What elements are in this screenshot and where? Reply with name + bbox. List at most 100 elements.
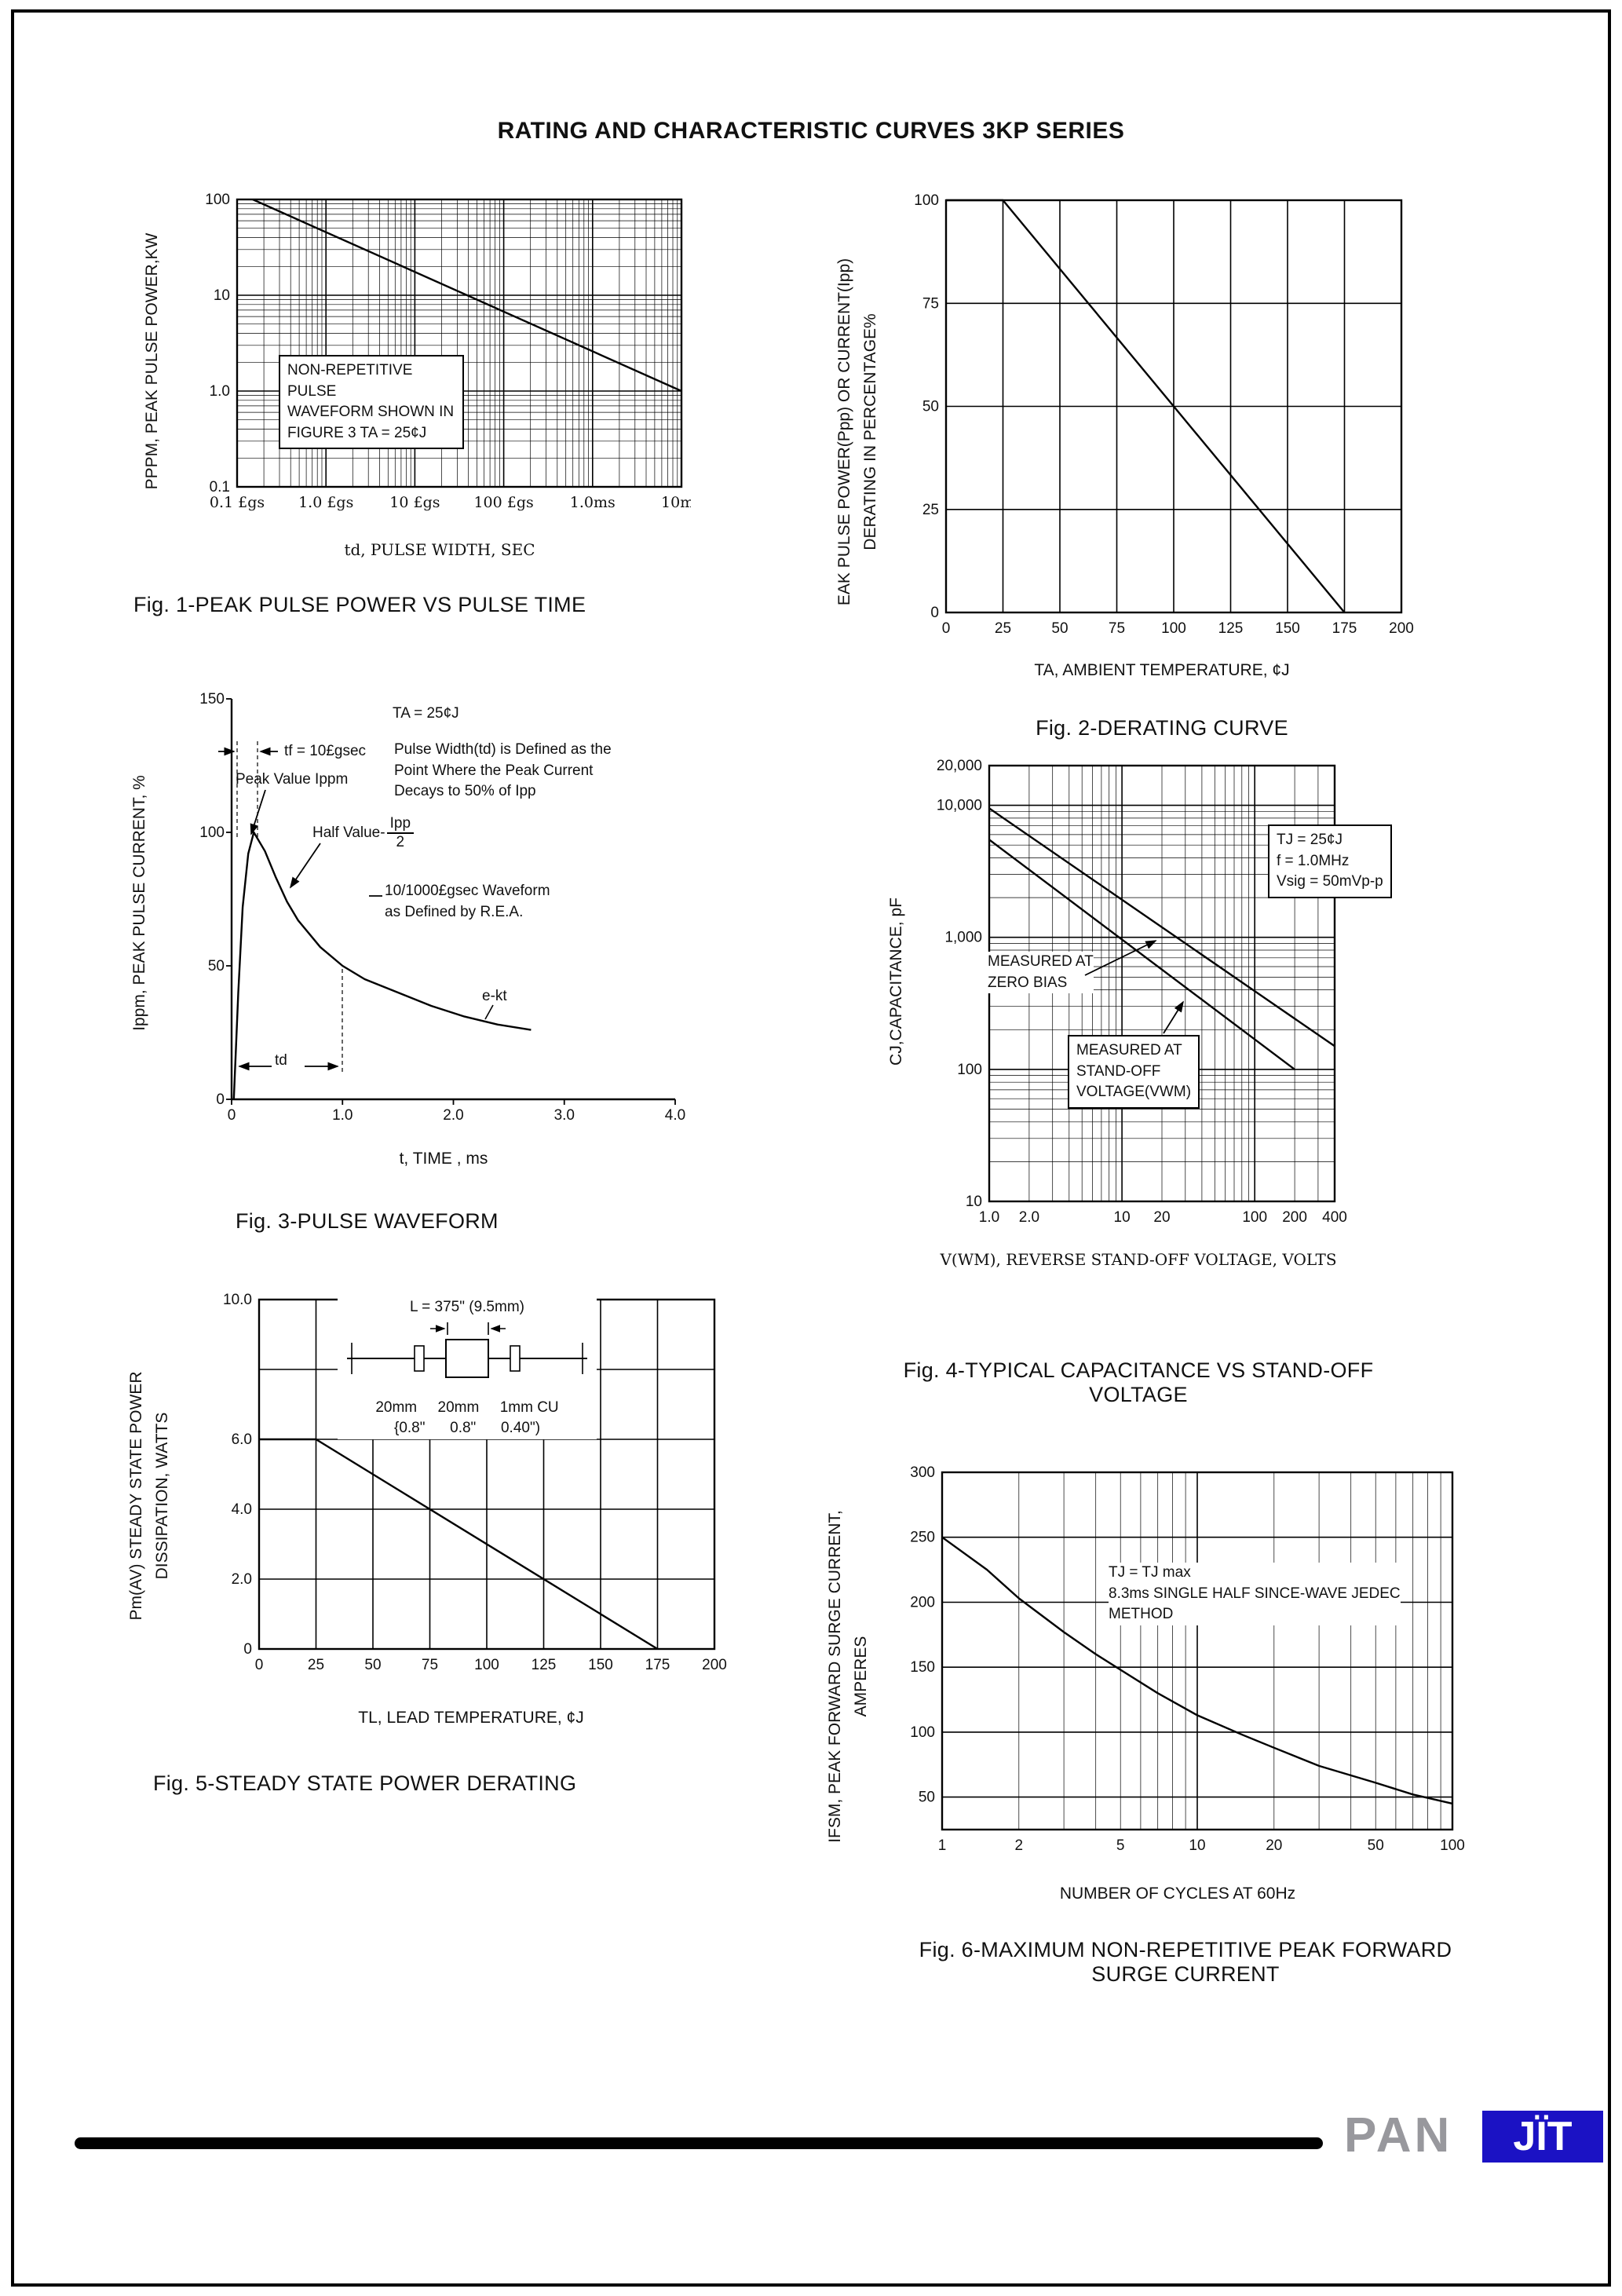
svg-text:100: 100 <box>199 824 225 841</box>
svg-text:10,000: 10,000 <box>937 798 982 814</box>
svg-text:0.1: 0.1 <box>210 479 230 495</box>
fig3-ambient-temp-label: TA = 25¢J <box>393 704 459 725</box>
figure-6: IFSM, PEAK FORWARD SURGE CURRENT, AMPERE… <box>801 1413 1570 2034</box>
fig3-half-value-label: Half Value- Ipp 2 <box>312 815 415 851</box>
fig3-caption: Fig. 3-PULSE WAVEFORM <box>236 1209 499 1233</box>
fig4-zero-bias-label: MEASURED AT ZERO BIAS <box>988 952 1094 994</box>
fig4-caption: Fig. 4-TYPICAL CAPACITANCE VS STAND-OFF … <box>903 1358 1374 1406</box>
svg-text:1.0ms: 1.0ms <box>570 494 616 511</box>
fig2-caption: Fig. 2-DERATING CURVE <box>1036 716 1288 740</box>
svg-text:20: 20 <box>1266 1837 1282 1854</box>
svg-text:400: 400 <box>1322 1209 1347 1226</box>
svg-text:300: 300 <box>910 1464 935 1481</box>
svg-text:20,000: 20,000 <box>937 758 982 774</box>
figure-2: EAK PULSE POWER(Ppp) OR CURRENT(Ipp) DER… <box>809 181 1515 746</box>
svg-text:1.0: 1.0 <box>979 1209 999 1226</box>
svg-text:25: 25 <box>995 620 1011 637</box>
svg-text:0: 0 <box>255 1657 264 1673</box>
svg-text:1: 1 <box>938 1837 947 1854</box>
fig5-y-axis-label: Pm(AV) STEADY STATE POWER DISSIPATION, W… <box>127 1371 171 1621</box>
fig3-pulse-width-label: td <box>275 1051 287 1072</box>
svg-text:175: 175 <box>645 1657 670 1673</box>
fig5-lead-diagram <box>347 1322 587 1378</box>
fig5-lead-length-inset: L = 375" (9.5mm) 20mm 20mm 1mm CU {0.8" … <box>338 1297 597 1440</box>
svg-text:75: 75 <box>1109 620 1125 637</box>
svg-text:2: 2 <box>1015 1837 1024 1854</box>
fig4-x-axis-label: V(WM), REVERSE STAND-OFF VOLTAGE, VOLTS <box>940 1250 1337 1269</box>
fig3-half-value-fraction: Ipp 2 <box>386 815 415 851</box>
fig4-test-conditions: TJ = 25¢J f = 1.0MHz Vsig = 50mVp-p <box>1268 824 1392 898</box>
figure-1: PPPM, PEAK PULSE POWER,KW 0.1 £gs 1.0 £gs… <box>118 188 762 660</box>
fig6-plot: 1 2 5 10 20 50 100 50 100 150 200 250 300 <box>910 1464 1465 1854</box>
fig3-exponential-label: e-kt <box>482 986 507 1007</box>
svg-text:10 £gs: 10 £gs <box>389 494 440 511</box>
svg-text:50: 50 <box>364 1657 381 1673</box>
svg-text:100: 100 <box>957 1062 982 1078</box>
fig3-waveform-standard-label: 10/1000£gsec Waveform as Defined by R.E.… <box>385 881 550 923</box>
fig1-note: NON-REPETITIVE PULSE WAVEFORM SHOWN IN F… <box>279 355 464 450</box>
svg-text:50: 50 <box>208 958 225 974</box>
svg-text:150: 150 <box>588 1657 613 1673</box>
fig5-caption: Fig. 5-STEADY STATE POWER DERATING <box>153 1771 577 1795</box>
page-title: RATING AND CHARACTERISTIC CURVES 3KP SER… <box>497 118 1125 144</box>
fig4-y-axis-label: CJ,CAPACITANCE, pF <box>887 898 905 1066</box>
fig6-y-axis-label: IFSM, PEAK FORWARD SURGE CURRENT, AMPERE… <box>826 1510 870 1843</box>
svg-text:4.0: 4.0 <box>232 1501 252 1518</box>
figure-4: CJ,CAPACITANCE, pF 1.0 2.0 10 20 100 200 400 10… <box>809 746 1531 1406</box>
fig4-standoff-label: MEASURED AT STAND-OFF VOLTAGE(VWM) <box>1068 1035 1200 1109</box>
fig6-caption: Fig. 6-MAXIMUM NON-REPETITIVE PEAK FORWA… <box>919 1938 1452 1986</box>
svg-text:250: 250 <box>910 1530 935 1546</box>
fig3-x-axis-label: t, TIME , ms <box>399 1150 488 1168</box>
svg-text:25: 25 <box>922 502 939 518</box>
svg-text:4.0: 4.0 <box>665 1107 685 1124</box>
svg-text:1.0: 1.0 <box>210 383 230 400</box>
fig3-y-axis-label: Ippm, PEAK PULSE CURRENT, % <box>130 775 148 1031</box>
svg-text:1.0 £gs: 1.0 £gs <box>298 494 353 511</box>
svg-text:100: 100 <box>910 1724 935 1741</box>
svg-text:200: 200 <box>910 1595 935 1611</box>
svg-text:10ms: 10ms <box>661 494 691 511</box>
svg-text:0: 0 <box>930 605 939 621</box>
fig5-lead-length-label: L = 375" (9.5mm) <box>410 1299 524 1315</box>
footer-rule <box>75 2137 1323 2149</box>
svg-text:0: 0 <box>228 1107 236 1124</box>
svg-text:0: 0 <box>216 1091 225 1108</box>
figure-3: Ippm, PEAK PULSE CURRENT, % 0 1.0 2.0 3.0 4.… <box>110 675 754 1272</box>
fig5-lead-dimensions-inches: {0.8" 0.8" 0.40") <box>393 1419 541 1436</box>
svg-text:2.0: 2.0 <box>232 1571 252 1588</box>
brand-logo-jit: JÏT <box>1482 2111 1603 2163</box>
svg-text:0.1 £gs: 0.1 £gs <box>210 494 265 511</box>
svg-text:150: 150 <box>910 1659 935 1676</box>
svg-text:6.0: 6.0 <box>232 1431 252 1448</box>
fig3-pulse-width-definition: Pulse Width(td) is Defined as the Point … <box>394 740 653 803</box>
svg-text:2.0: 2.0 <box>1019 1209 1039 1226</box>
svg-text:25: 25 <box>308 1657 324 1673</box>
fig3-half-value-text: Half Value- <box>312 824 385 841</box>
brand-logo-pan: PAN <box>1344 2108 1453 2163</box>
svg-text:0: 0 <box>243 1641 252 1658</box>
svg-text:100: 100 <box>474 1657 499 1673</box>
fig5-lead-dimensions: 20mm 20mm 1mm CU <box>375 1399 559 1416</box>
svg-text:125: 125 <box>532 1657 557 1673</box>
fig6-test-conditions: TJ = TJ max 8.3ms SINGLE HALF SINCE-WAVE… <box>1109 1563 1401 1625</box>
svg-text:100 £gs: 100 £gs <box>473 494 533 511</box>
svg-text:5: 5 <box>1116 1837 1125 1854</box>
svg-text:10: 10 <box>1114 1209 1131 1226</box>
fig1-x-axis-label: td, PULSE WIDTH, SEC <box>344 540 535 559</box>
svg-text:175: 175 <box>1332 620 1357 637</box>
fig2-plot: 0 25 50 75 100 125 150 175 200 0 25 50 75 100 <box>914 192 1414 637</box>
fig2-y-axis-label: EAK PULSE POWER(Ppp) OR CURRENT(Ipp) DER… <box>835 258 879 606</box>
figure-5: Pm(AV) STEADY STATE POWER DISSIPATION, W… <box>110 1272 785 1837</box>
fig2-x-axis-label: TA, AMBIENT TEMPERATURE, ¢J <box>1034 661 1290 679</box>
svg-text:100: 100 <box>1161 620 1186 637</box>
svg-text:0: 0 <box>942 620 951 637</box>
svg-text:150: 150 <box>199 691 225 707</box>
svg-text:50: 50 <box>919 1790 935 1806</box>
svg-text:100: 100 <box>1440 1837 1465 1854</box>
svg-text:200: 200 <box>1389 620 1414 637</box>
svg-text:50: 50 <box>1051 620 1068 637</box>
svg-text:100: 100 <box>914 192 939 209</box>
svg-text:50: 50 <box>922 399 939 415</box>
fig1-y-axis-label: PPPM, PEAK PULSE POWER,KW <box>143 232 161 490</box>
